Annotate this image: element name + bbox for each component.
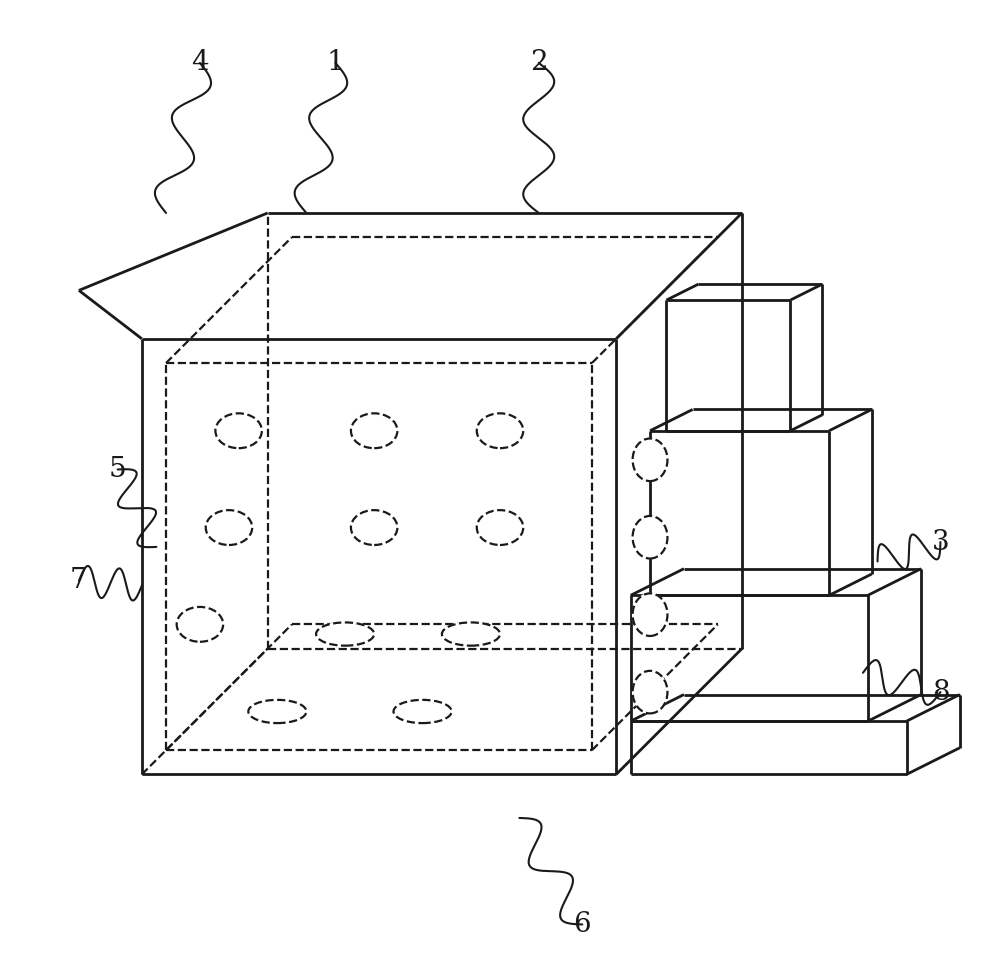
- Ellipse shape: [351, 413, 397, 448]
- Ellipse shape: [633, 516, 667, 559]
- Ellipse shape: [633, 439, 667, 481]
- Ellipse shape: [633, 671, 667, 713]
- Ellipse shape: [477, 510, 523, 545]
- Ellipse shape: [351, 510, 397, 545]
- Ellipse shape: [633, 593, 667, 636]
- Text: 2: 2: [530, 49, 548, 76]
- Text: 8: 8: [932, 679, 949, 706]
- Text: 5: 5: [109, 456, 126, 483]
- Ellipse shape: [316, 622, 374, 646]
- Ellipse shape: [177, 607, 223, 642]
- Ellipse shape: [248, 700, 306, 723]
- Text: 4: 4: [191, 49, 209, 76]
- Ellipse shape: [394, 700, 452, 723]
- Ellipse shape: [442, 622, 500, 646]
- Text: 3: 3: [932, 529, 949, 556]
- Text: 1: 1: [327, 49, 344, 76]
- Ellipse shape: [477, 413, 523, 448]
- Text: 7: 7: [70, 567, 88, 594]
- Ellipse shape: [215, 413, 262, 448]
- Ellipse shape: [206, 510, 252, 545]
- Text: 6: 6: [573, 911, 591, 938]
